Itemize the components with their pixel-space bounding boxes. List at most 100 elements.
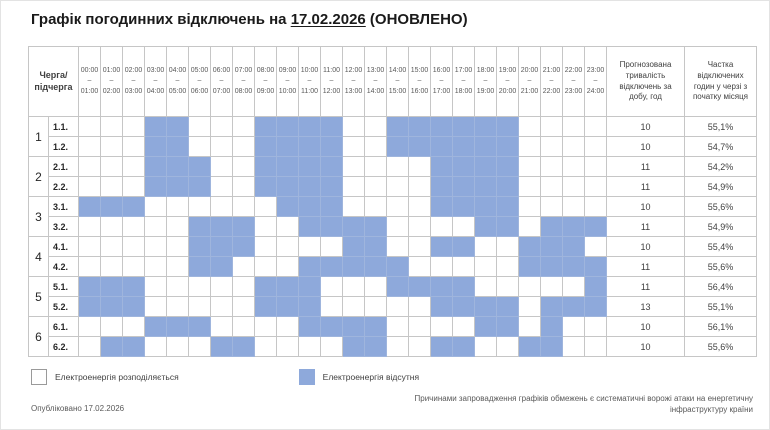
outage-cell — [474, 216, 497, 237]
subgroup-label: 5.1. — [48, 276, 79, 297]
outage-cell — [342, 236, 365, 257]
outage-cell — [496, 216, 519, 237]
outage-cell — [188, 256, 211, 277]
table-row: 1 1.1. 10 55,1% — [28, 116, 757, 157]
outage-cell — [364, 336, 387, 357]
power-cell — [408, 316, 431, 337]
power-cell — [166, 196, 189, 217]
outage-cell — [298, 316, 321, 337]
power-cell — [122, 156, 145, 177]
hour-header: 04:00–05:00 — [166, 46, 189, 117]
duration-value: 10 — [606, 316, 685, 337]
subgroup-label: 1.2. — [48, 136, 79, 157]
outage-cell — [474, 196, 497, 217]
hour-header: 02:00–03:00 — [122, 46, 145, 117]
power-cell — [122, 316, 145, 337]
outage-cell — [166, 156, 189, 177]
hour-header: 10:00–11:00 — [298, 46, 321, 117]
outage-cell — [584, 296, 607, 317]
outage-cell — [254, 296, 277, 317]
outage-cell — [342, 216, 365, 237]
share-value: 55,6% — [684, 196, 757, 217]
outage-cell — [452, 156, 475, 177]
legend: Електроенергія розподіляється Електроене… — [31, 369, 529, 385]
duration-value: 11 — [606, 256, 685, 277]
outage-cell — [210, 256, 233, 277]
outage-cell — [276, 156, 299, 177]
outage-cell — [188, 316, 211, 337]
page-title: Графік погодинних відключень на 17.02.20… — [31, 11, 468, 28]
power-cell — [584, 236, 607, 257]
hour-header: 20:00–21:00 — [518, 46, 541, 117]
power-cell — [122, 236, 145, 257]
hour-header: 22:00–23:00 — [562, 46, 585, 117]
share-value: 54,9% — [684, 176, 757, 197]
power-cell — [584, 316, 607, 337]
power-cell — [584, 136, 607, 157]
outage-cell — [364, 256, 387, 277]
outage-cell — [298, 136, 321, 157]
power-cell — [210, 156, 233, 177]
table-row: 4.2. 11 55,6% — [29, 256, 757, 277]
power-cell — [386, 236, 409, 257]
outage-schedule-table: Черга/підчерга 00:00–01:00 01:00–02:00 02:… — [28, 46, 757, 357]
hour-header: 21:00–22:00 — [540, 46, 563, 117]
schedule-table-wrapper: Черга/підчерга 00:00–01:00 01:00–02:00 02:… — [28, 46, 757, 357]
subgroup-label: 6.1. — [48, 316, 79, 337]
outage-cell — [474, 156, 497, 177]
outage-cell — [408, 116, 431, 137]
group-number: 1 — [28, 116, 49, 157]
power-cell — [188, 136, 211, 157]
power-cell — [518, 156, 541, 177]
duration-value: 10 — [606, 136, 685, 157]
outage-cell — [540, 316, 563, 337]
power-cell — [276, 316, 299, 337]
outage-cell — [320, 196, 343, 217]
outage-cell — [452, 116, 475, 137]
outage-cell — [276, 116, 299, 137]
outage-cell — [562, 256, 585, 277]
power-cell — [210, 276, 233, 297]
hour-header: 23:00–24:00 — [584, 46, 607, 117]
power-cell — [540, 196, 563, 217]
outage-cell — [188, 216, 211, 237]
outage-cell — [144, 116, 167, 137]
outage-cell — [452, 196, 475, 217]
power-cell — [210, 196, 233, 217]
power-cell — [166, 256, 189, 277]
outage-cell — [100, 336, 123, 357]
power-cell — [364, 116, 387, 137]
outage-cell — [78, 296, 101, 317]
power-cell — [232, 316, 255, 337]
subgroup-label: 5.2. — [48, 296, 79, 317]
power-cell — [518, 316, 541, 337]
power-cell — [386, 196, 409, 217]
outage-cell — [298, 276, 321, 297]
power-cell — [144, 236, 167, 257]
outage-cell — [232, 216, 255, 237]
power-cell — [232, 156, 255, 177]
power-cell — [386, 296, 409, 317]
power-cell — [232, 276, 255, 297]
power-cell — [166, 336, 189, 357]
outage-cell — [210, 336, 233, 357]
power-cell — [562, 316, 585, 337]
hour-header: 03:00–04:00 — [144, 46, 167, 117]
power-cell — [320, 276, 343, 297]
outage-cell — [496, 116, 519, 137]
share-value: 56,1% — [684, 316, 757, 337]
outage-cell — [562, 296, 585, 317]
power-cell — [518, 296, 541, 317]
outage-cell — [452, 236, 475, 257]
power-cell — [496, 236, 519, 257]
share-value: 55,6% — [684, 336, 757, 357]
power-cell — [430, 256, 453, 277]
power-cell — [276, 236, 299, 257]
power-cell — [144, 216, 167, 237]
group-number: 6 — [28, 316, 49, 357]
power-cell — [562, 176, 585, 197]
outage-cell — [166, 316, 189, 337]
power-cell — [496, 256, 519, 277]
power-cell — [144, 336, 167, 357]
